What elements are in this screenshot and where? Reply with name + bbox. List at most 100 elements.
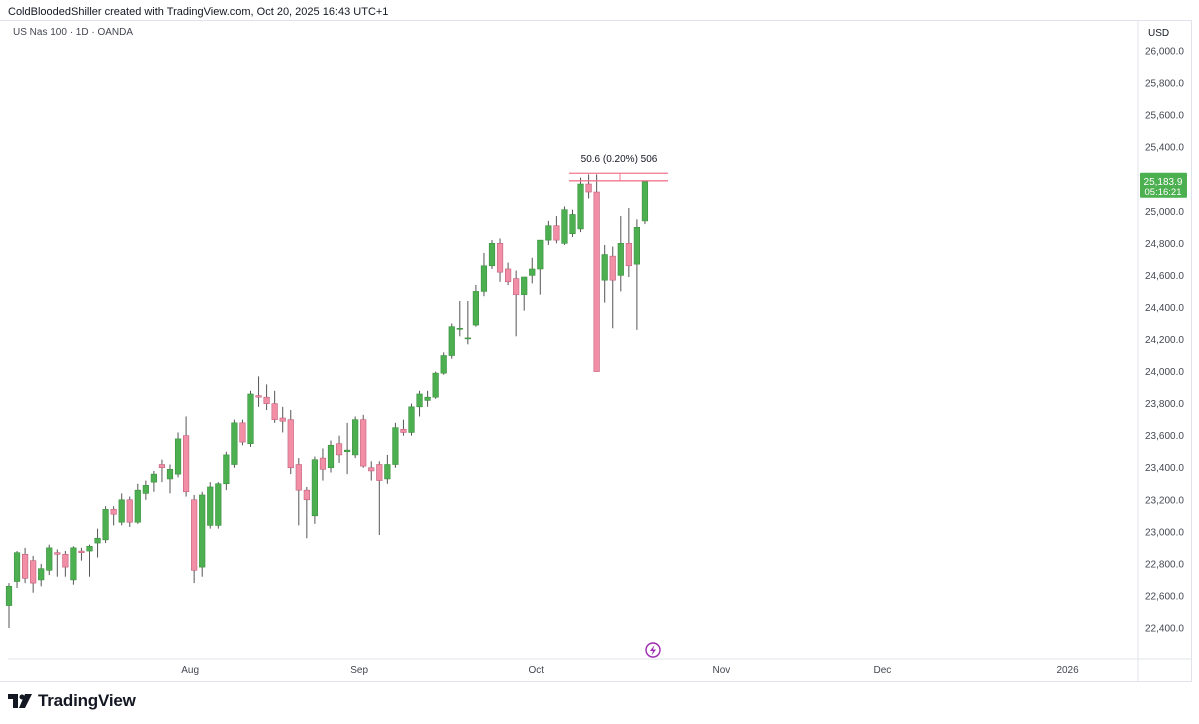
candle-body-up: [13, 552, 21, 582]
candle[interactable]: [86, 544, 93, 577]
candle[interactable]: [472, 285, 480, 327]
candle[interactable]: [126, 496, 133, 528]
measure-label: 50.6 (0.20%) 506: [581, 154, 658, 165]
candle[interactable]: [633, 219, 640, 330]
candle[interactable]: [384, 454, 391, 484]
candle-body-down: [553, 225, 560, 241]
candle[interactable]: [231, 419, 238, 468]
candle[interactable]: [617, 216, 624, 292]
candle[interactable]: [400, 419, 407, 436]
candle[interactable]: [142, 480, 149, 500]
candle[interactable]: [327, 440, 335, 473]
candle-body-up: [480, 265, 488, 292]
y-tick-label: 25,000.0: [1145, 207, 1184, 218]
candle[interactable]: [424, 390, 431, 407]
candle[interactable]: [158, 459, 166, 483]
y-tick-label: 25,800.0: [1145, 79, 1184, 90]
candle[interactable]: [521, 276, 528, 311]
candle[interactable]: [504, 262, 512, 286]
candle[interactable]: [191, 494, 198, 584]
candle[interactable]: [118, 493, 125, 526]
candle-body-up: [448, 326, 455, 356]
candle[interactable]: [271, 390, 278, 423]
candle[interactable]: [94, 528, 101, 558]
candle-body-down: [287, 419, 294, 469]
candle[interactable]: [303, 486, 310, 539]
candle-body-down: [30, 560, 37, 584]
candle[interactable]: [102, 506, 109, 544]
candle[interactable]: [335, 435, 343, 463]
candle[interactable]: [577, 177, 584, 233]
last-price-tag-bg: [1140, 172, 1187, 198]
candle-body-up: [5, 586, 13, 606]
candle-body-down: [279, 417, 286, 422]
candle[interactable]: [448, 323, 455, 359]
candle[interactable]: [287, 410, 294, 475]
candle[interactable]: [5, 583, 13, 628]
candle-body-down: [183, 435, 190, 493]
candle[interactable]: [207, 482, 214, 529]
candle[interactable]: [38, 563, 45, 587]
candle[interactable]: [46, 544, 53, 576]
candle[interactable]: [376, 461, 383, 536]
candle[interactable]: [263, 384, 270, 411]
candle[interactable]: [21, 547, 29, 584]
candle[interactable]: [456, 301, 463, 337]
candle[interactable]: [239, 419, 246, 446]
candle-body-up: [521, 276, 528, 295]
candle[interactable]: [641, 180, 649, 225]
candle[interactable]: [625, 208, 632, 277]
candle[interactable]: [247, 390, 254, 447]
candle[interactable]: [496, 238, 504, 282]
candle[interactable]: [110, 506, 117, 526]
candle[interactable]: [30, 555, 37, 593]
candle[interactable]: [134, 483, 141, 524]
candle[interactable]: [54, 549, 61, 577]
candle[interactable]: [13, 551, 21, 588]
candle[interactable]: [183, 416, 190, 497]
candle[interactable]: [488, 240, 496, 269]
candle[interactable]: [78, 547, 85, 561]
candle[interactable]: [62, 551, 69, 577]
candle[interactable]: [352, 416, 359, 459]
candle[interactable]: [464, 301, 471, 345]
candle[interactable]: [545, 220, 552, 245]
candle[interactable]: [150, 470, 158, 492]
candle[interactable]: [295, 458, 302, 526]
candle-body-down: [585, 183, 592, 193]
candle[interactable]: [174, 432, 182, 478]
candle[interactable]: [569, 209, 576, 237]
candle[interactable]: [513, 270, 520, 337]
y-tick-label: 24,000.0: [1145, 367, 1184, 378]
candle[interactable]: [553, 216, 560, 244]
candle[interactable]: [311, 456, 319, 524]
candle[interactable]: [215, 482, 222, 529]
candle[interactable]: [537, 239, 544, 295]
candle[interactable]: [368, 461, 375, 481]
candle[interactable]: [593, 174, 600, 372]
symbol-legend[interactable]: US Nas 100 · 1D · OANDA: [13, 27, 134, 38]
candle[interactable]: [432, 371, 439, 399]
candle[interactable]: [561, 206, 568, 245]
candle[interactable]: [416, 390, 423, 417]
candle[interactable]: [279, 406, 286, 433]
candle[interactable]: [166, 464, 174, 494]
candle[interactable]: [70, 546, 77, 585]
flash-icon[interactable]: [645, 642, 661, 658]
candle[interactable]: [609, 246, 616, 329]
candle[interactable]: [199, 491, 206, 577]
candle[interactable]: [255, 376, 262, 407]
candle-body-up: [432, 372, 439, 398]
candle[interactable]: [360, 414, 367, 468]
candle[interactable]: [392, 422, 399, 468]
candle[interactable]: [223, 451, 230, 491]
candle[interactable]: [601, 244, 608, 303]
candle[interactable]: [343, 422, 351, 475]
candle[interactable]: [585, 174, 592, 199]
candle[interactable]: [319, 448, 327, 481]
candle[interactable]: [529, 257, 536, 284]
candle[interactable]: [480, 252, 488, 297]
candle[interactable]: [440, 352, 447, 375]
candle[interactable]: [408, 403, 415, 436]
